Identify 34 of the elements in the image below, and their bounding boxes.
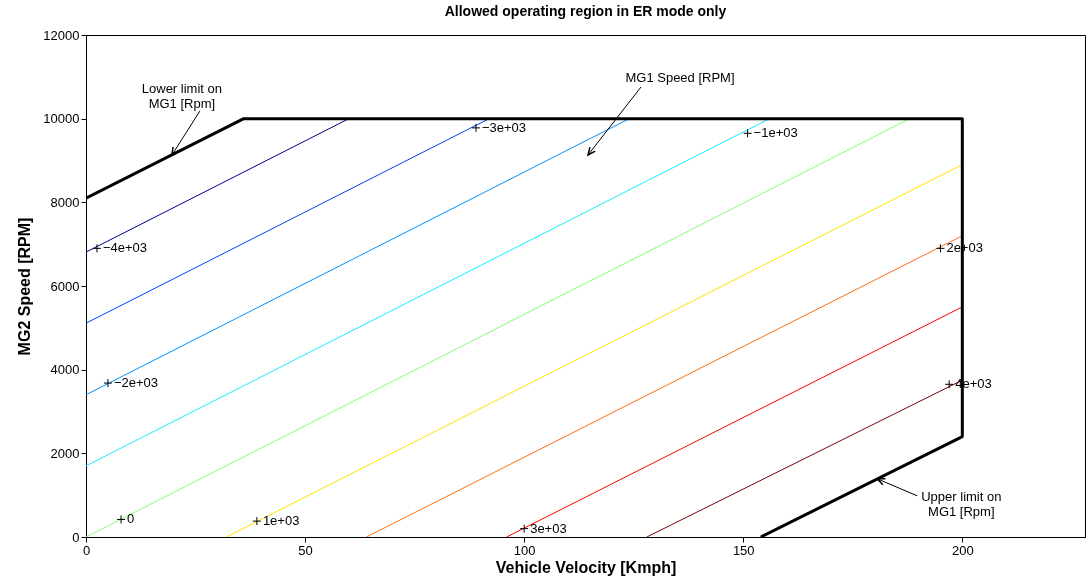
point: [116, 514, 126, 524]
x-tick-label: 0: [82, 542, 91, 558]
point: [743, 128, 753, 138]
annotation: −3e+03: [481, 119, 527, 135]
y-tick-label: 10000: [43, 111, 80, 127]
annotation: Lower limit on MG1 [Rpm]: [141, 81, 222, 112]
point: [252, 516, 262, 526]
y-tick-label: 8000: [50, 194, 80, 210]
x-tick-label: 50: [298, 542, 313, 558]
annotation: 1e+03: [262, 513, 300, 529]
y-tick-label: 2000: [50, 445, 80, 461]
point: [103, 378, 113, 388]
y-axis-title: MG2 Speed [RPM]: [16, 217, 34, 356]
point: [519, 524, 529, 534]
annotation: Upper limit on MG1 [Rpm]: [921, 488, 1002, 519]
chart-title: Allowed operating region in ER mode only: [444, 3, 727, 19]
annotation: MG1 Speed [RPM]: [625, 70, 735, 85]
annotation: −2e+03: [113, 375, 159, 391]
annotation: −4e+03: [102, 240, 148, 256]
y-tick-label: 4000: [50, 362, 80, 378]
x-tick-label: 200: [951, 542, 974, 558]
x-axis-title: Vehicle Velocity [Kmph]: [495, 558, 677, 576]
x-tick-label: 100: [513, 542, 536, 558]
y-tick-label: 6000: [50, 278, 80, 294]
point: [944, 379, 954, 389]
point: [471, 123, 481, 133]
y-tick-label: 12000: [43, 27, 80, 43]
y-tick-label: 0: [72, 529, 80, 545]
annotation: 0: [127, 511, 135, 527]
point: [935, 243, 945, 253]
x-tick-label: 150: [732, 542, 755, 558]
point: [92, 243, 102, 253]
annotation: 3e+03: [530, 520, 567, 536]
annotation: −1e+03: [753, 125, 798, 141]
